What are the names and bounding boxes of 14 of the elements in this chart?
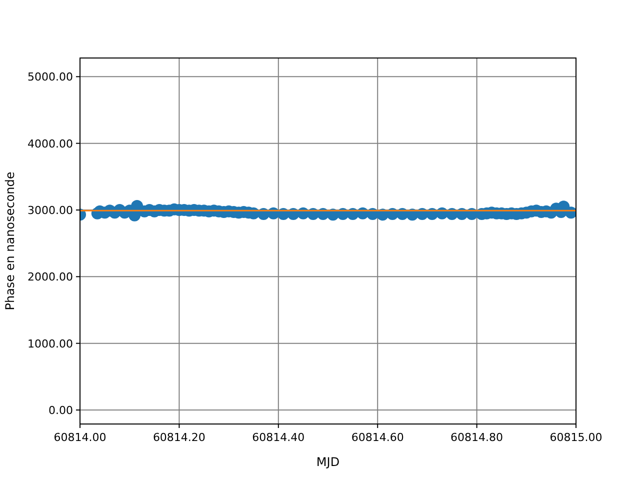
x-tick-label: 60815.00 — [550, 431, 602, 444]
y-axis-title: Phase en nanoseconde — [3, 172, 17, 310]
x-tick-label: 60814.00 — [54, 431, 106, 444]
x-tick-label: 60814.80 — [450, 431, 504, 444]
y-tick-label: 2000.00 — [28, 270, 73, 284]
x-axis-title: MJD — [316, 455, 340, 469]
y-tick-label: 4000.00 — [28, 137, 73, 150]
x-tick-label: 60814.20 — [152, 431, 206, 444]
y-tick-label: 1000.00 — [28, 337, 73, 350]
y-tick-label: 5000.00 — [28, 70, 73, 84]
y-tick-label: 3000.00 — [28, 204, 73, 217]
y-tick-label: 0.00 — [48, 404, 73, 417]
x-tick-label: 60814.40 — [252, 431, 305, 444]
x-tick-label: 60814.60 — [351, 431, 404, 444]
